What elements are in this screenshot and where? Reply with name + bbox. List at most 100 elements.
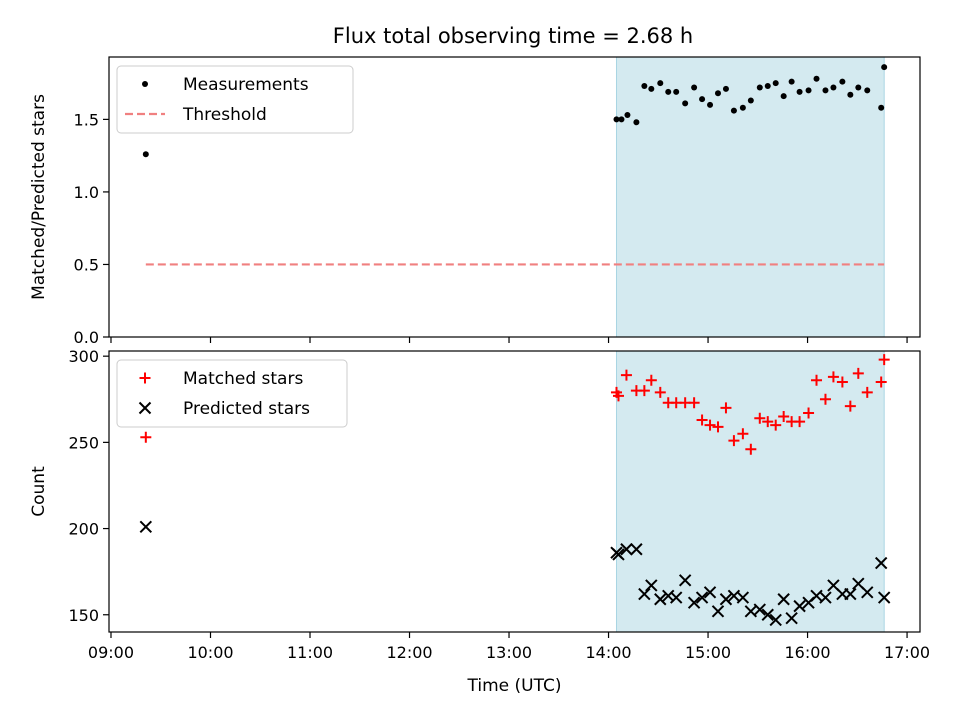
measurement-point <box>780 93 787 100</box>
matched-star-point <box>878 354 890 366</box>
predicted-star-point <box>819 591 832 604</box>
matched-star-point <box>704 419 716 431</box>
legend-x-icon <box>138 401 152 415</box>
x-tick-label: 17:00 <box>884 643 930 662</box>
legend-label: Threshold <box>182 105 267 125</box>
matched-star-point <box>737 428 749 440</box>
measurement-point <box>839 78 846 85</box>
predicted-star-point <box>753 603 766 616</box>
matched-star-point <box>819 393 831 405</box>
matched-star-point <box>852 367 864 379</box>
series-measurements <box>142 64 888 158</box>
top-panel-ratio: 0.0 0.5 1.0 1.5 Matched/Predicted stars Measu… <box>29 56 921 347</box>
observing-window-shade <box>615 56 885 338</box>
legend-label: Predicted stars <box>183 399 310 419</box>
x-tick-label: 11:00 <box>287 643 333 662</box>
predicted-star-point <box>761 608 774 621</box>
measurement-point <box>648 85 655 92</box>
measurement-point <box>796 88 803 95</box>
matched-star-point <box>836 376 848 388</box>
matched-star-point <box>770 419 782 431</box>
predicted-star-point <box>703 586 717 599</box>
measurement-point <box>699 96 706 103</box>
measurement-point <box>855 84 862 91</box>
predicted-star-point <box>645 579 658 592</box>
predicted-star-point <box>669 591 683 604</box>
matched-star-point <box>654 386 666 398</box>
measurement-point <box>747 97 754 104</box>
x-tick-label: 10:00 <box>187 643 233 662</box>
predicted-star-point <box>711 605 725 618</box>
axes-frame <box>108 56 921 338</box>
measurement-point <box>756 84 763 91</box>
series-predicted-stars <box>139 520 891 627</box>
predicted-star-point <box>874 556 888 570</box>
x-tick-label: 09:00 <box>88 643 134 662</box>
matched-star-point <box>803 407 815 419</box>
predicted-star-point <box>630 543 643 556</box>
predicted-star-point <box>687 596 701 609</box>
measurement-point <box>641 83 648 90</box>
x-axis-label: Time (UTC) <box>467 676 562 696</box>
measurement-point <box>813 75 820 82</box>
legend-label: Measurements <box>183 75 309 95</box>
measurement-point <box>613 116 620 123</box>
y-tick-label: 250 <box>68 433 99 452</box>
predicted-star-point <box>844 587 857 601</box>
matched-star-point <box>612 390 624 402</box>
matched-star-point <box>728 435 740 447</box>
measurement-point <box>730 107 737 114</box>
matched-star-point <box>811 374 823 386</box>
predicted-star-point <box>785 612 798 625</box>
predicted-star-point <box>793 599 806 613</box>
measurement-point <box>830 84 837 91</box>
matched-star-point <box>844 400 856 412</box>
legend-box <box>116 65 354 134</box>
y-tick-label: 0.5 <box>74 255 99 274</box>
legend-box <box>116 359 348 428</box>
measurement-point <box>707 101 714 108</box>
y-tick-label: 150 <box>68 606 99 625</box>
measurement-point <box>714 90 721 97</box>
matched-star-point <box>861 386 873 398</box>
matched-star-point <box>754 412 766 424</box>
measurement-point <box>618 116 625 123</box>
measurement-point <box>822 87 829 94</box>
predicted-star-point <box>719 593 733 606</box>
matched-star-point <box>688 397 700 409</box>
y-axis-label: Matched/Predicted stars <box>29 94 49 300</box>
predicted-star-point <box>654 593 667 606</box>
legend-dot-icon <box>142 81 148 87</box>
measurement-point <box>739 104 746 111</box>
y-tick-label: 1.0 <box>74 183 99 202</box>
measurement-point <box>142 151 149 158</box>
legend: Measurements Threshold <box>116 65 354 134</box>
measurement-point <box>764 83 771 90</box>
predicted-star-point <box>612 548 625 561</box>
matched-star-point <box>645 374 657 386</box>
predicted-star-point <box>620 543 633 556</box>
y-axis-label: Count <box>29 466 49 517</box>
x-tick-label: 13:00 <box>486 643 532 662</box>
legend: Matched stars Predicted stars <box>116 359 348 428</box>
matched-star-point <box>720 402 732 414</box>
y-tick-label: 0.0 <box>74 328 99 347</box>
measurement-point <box>633 119 640 126</box>
matched-star-point <box>875 376 887 388</box>
matched-star-point <box>638 385 650 397</box>
predicted-star-point <box>139 520 153 534</box>
measurement-point <box>673 88 680 95</box>
bottom-panel-counts: 150 200 250 300 09:00 10:00 11:00 12:00 13:00 14:… <box>29 347 930 696</box>
predicted-star-point <box>695 591 709 604</box>
measurement-point <box>665 88 672 95</box>
matched-star-point <box>827 371 839 383</box>
measurement-point <box>691 84 698 91</box>
measurement-point <box>805 87 812 94</box>
measurement-point <box>878 104 885 111</box>
predicted-star-point <box>736 591 750 604</box>
predicted-star-point <box>861 586 874 599</box>
matched-star-point <box>712 421 724 433</box>
legend-plus-icon <box>139 372 151 384</box>
axes-frame <box>108 350 921 633</box>
measurement-point <box>864 87 871 94</box>
